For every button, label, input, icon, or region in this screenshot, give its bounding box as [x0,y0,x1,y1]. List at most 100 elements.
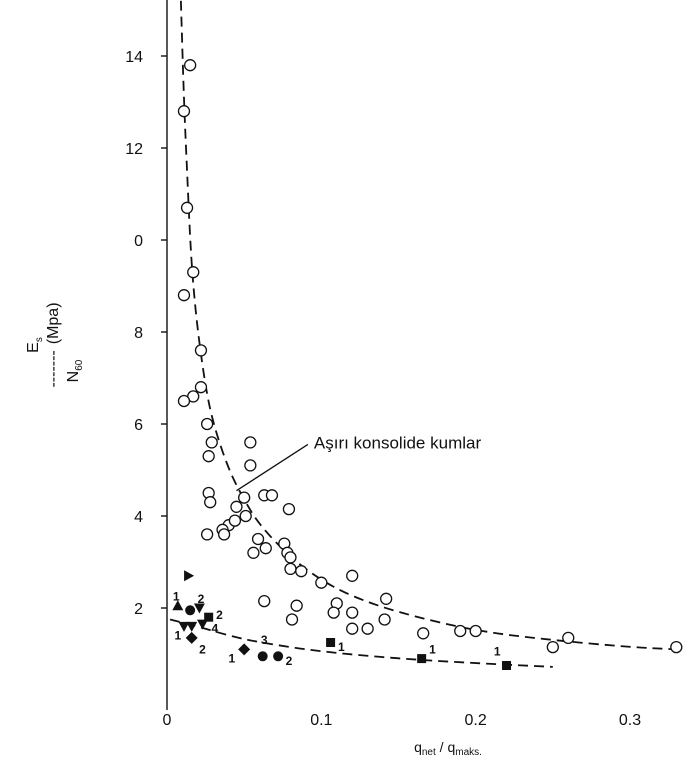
annotation-text: Aşırı konsolide kumlar [314,433,482,452]
filled-triangle-right-point [184,570,195,582]
open-circle-point [469,624,482,638]
open-circle-point [285,613,299,626]
open-circle-point [239,509,252,523]
point-number-label: 1 [494,645,501,659]
filled-triangle-down-point [196,619,208,630]
open-circle-point [346,622,359,635]
open-circle-point [177,394,191,408]
fit-curve [179,0,677,651]
svg-text:-------(Mpa): ------- (Mpa) [45,302,62,387]
open-circle-point [180,201,194,214]
point-number-label: 4 [211,622,218,636]
y-tick-label: 0 [134,233,143,250]
point-number-label: 2 [198,592,205,606]
y-tick-label: 4 [134,509,143,526]
open-circle-point [282,502,296,516]
open-circle-point [228,514,242,527]
open-circle-point [327,606,340,619]
open-circle-point [670,640,683,654]
svg-text:N60: N60 [65,359,85,382]
open-circle-point [230,500,243,513]
open-circle-point [284,551,297,564]
filled-triangle-down-point [186,621,198,632]
filled-triangle-down-point [193,603,205,614]
open-circle-point [315,576,328,589]
open-circle-point [205,436,218,449]
open-circle-point [346,569,359,582]
svg-text:Es: Es [25,337,45,353]
open-circle-point [346,606,359,619]
open-circle-point [258,594,271,608]
open-circle-point [244,459,257,472]
open-circle-point [244,436,257,449]
open-circle-point [200,528,214,541]
y-tick-label: 8 [134,325,143,342]
point-number-label: 3 [261,633,268,647]
open-circle-point [259,542,272,555]
open-circle-point [251,532,265,546]
filled-square-point [326,638,336,647]
y-tick-label: 2 [134,601,143,618]
y-label-unit: (Mpa) [45,302,62,344]
open-circle-point [290,599,303,612]
x-tick-label: 0.3 [619,712,641,729]
open-circle-point [454,624,467,638]
y-axis-label: Es ------- (Mpa) N60 [25,302,85,387]
filled-circle-point [185,605,196,616]
open-circle-point [183,59,197,72]
open-circle-point [380,592,393,605]
fit-curves [169,0,677,668]
y-tick-label: 12 [125,141,143,158]
open-circle-point [295,565,308,578]
open-circle-point [546,640,559,654]
open-circle-point [202,450,215,463]
point-number-label: 1 [429,642,436,656]
open-circle-point [187,266,200,279]
y-label-rule: ------- [45,350,62,387]
filled-diamond-point [238,643,251,656]
open-circle-point [200,417,214,431]
filled-triangle-up-point [172,600,184,611]
x-tick-label: 0.2 [465,712,487,729]
point-number-label: 2 [216,608,223,622]
y-tick-label: 14 [125,49,143,66]
data-markers [172,59,683,670]
x-tick-label: 0 [163,712,172,729]
y-label-denominator-sub: 60 [74,359,85,371]
open-circle-point [177,105,191,118]
filled-circle-point [273,651,284,662]
filled-square-point [502,661,512,670]
open-circle-point [204,496,217,509]
open-circle-point [247,546,260,559]
filled-triangle-down-point [178,621,190,632]
filled-diamond-point [185,631,198,644]
filled-circle-point [257,651,268,662]
open-circle-point [194,381,208,394]
open-circle-point [217,528,231,541]
filled-square-point [204,612,214,622]
x-tick-label: 0.1 [310,712,332,729]
point-number-label: 2 [199,642,206,656]
open-circle-point [177,289,191,302]
open-circle-point [265,489,279,502]
point-number-label: 1 [338,640,345,654]
open-circle-point [238,491,251,504]
y-label-denominator: N [65,371,82,383]
annotation-leader [236,443,309,492]
open-circle-point [417,627,430,640]
open-circle-point [194,344,208,357]
y-tick-label: 6 [134,417,143,434]
point-number-label: 2 [286,654,293,668]
open-circle-point [284,562,297,576]
point-number-label: 1 [174,629,181,643]
y-label-symbol: E [25,342,42,353]
open-circle-point [562,631,575,645]
open-circle-point [378,613,391,626]
x-axis-label: qnet / qmaks. [414,739,482,758]
point-number-label: 1 [228,652,235,666]
filled-square-point [417,654,427,664]
y-label-sub: s [34,337,45,342]
